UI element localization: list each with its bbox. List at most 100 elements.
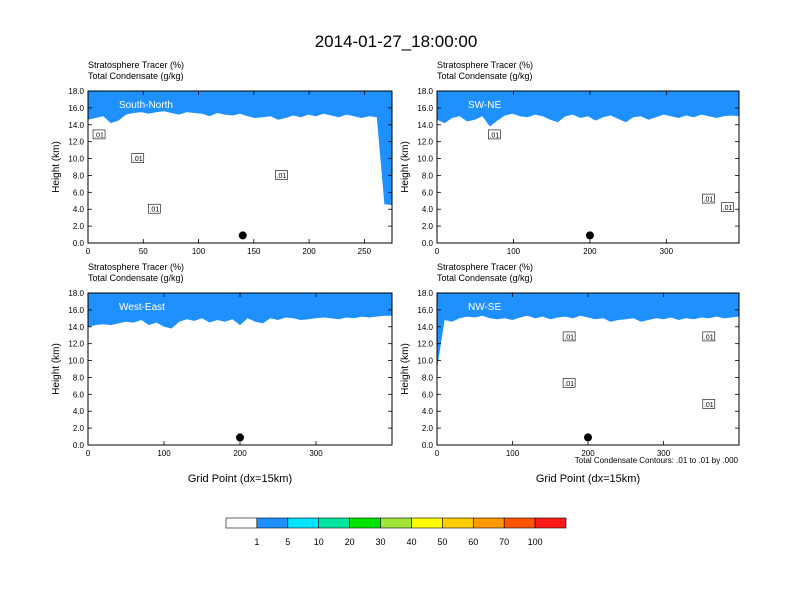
y-tick-label: 0.0 — [73, 239, 85, 248]
y-tick-label: 18.0 — [68, 289, 84, 298]
svg-text:.01: .01 — [277, 173, 287, 180]
chart-panel: Stratosphere Tracer (%)Total Condensate … — [400, 60, 740, 256]
y-tick-label: 16.0 — [417, 104, 433, 113]
y-tick-label: 6.0 — [422, 390, 434, 399]
x-tick-label: 100 — [157, 449, 171, 458]
tracer-band — [437, 91, 739, 127]
plot-frame — [87, 90, 393, 244]
panel-header-line1: Stratosphere Tracer (%) — [437, 262, 533, 272]
x-tick-label: 100 — [507, 247, 521, 256]
colorbar-box — [534, 517, 567, 529]
svg-text:.01: .01 — [704, 197, 714, 204]
y-tick-label: 12.0 — [417, 340, 433, 349]
x-tick-label: 100 — [192, 247, 206, 256]
svg-text:.01: .01 — [94, 132, 104, 139]
colorbar-box — [411, 517, 443, 529]
x-tick-label: 250 — [358, 247, 372, 256]
colorbar-label: 50 — [437, 537, 447, 547]
colorbar-box — [318, 517, 350, 529]
x-tick-label: 200 — [581, 449, 595, 458]
x-tick-label: 100 — [506, 449, 520, 458]
colorbar-label: 30 — [376, 537, 386, 547]
y-tick-label: 12.0 — [68, 340, 84, 349]
svg-text:.01: .01 — [489, 132, 499, 139]
colorbar-label: 60 — [468, 537, 478, 547]
contour-label: .01 — [92, 129, 106, 139]
location-marker — [584, 433, 592, 442]
panel-header-line2: Total Condensate (g/kg) — [437, 71, 533, 81]
x-tick-label: 0 — [435, 449, 440, 458]
colorbar-box — [349, 517, 381, 529]
svg-text:.01: .01 — [564, 334, 574, 341]
y-tick-label: 8.0 — [73, 171, 85, 180]
location-marker — [238, 231, 247, 240]
y-tick-label: 10.0 — [417, 357, 433, 366]
tracer-band — [437, 293, 739, 369]
colorbar-label: 100 — [528, 537, 543, 547]
tracer-field: .01 .01 .01 .01 — [88, 91, 392, 214]
y-tick-label: 0.0 — [422, 239, 434, 248]
y-tick-label: 2.0 — [422, 424, 434, 433]
colorbar-label: 40 — [406, 537, 416, 547]
svg-text:.01: .01 — [723, 205, 733, 212]
figure-title: 2014-01-27_18:00:00 — [314, 32, 478, 51]
chart-panel: Stratosphere Tracer (%)Total Condensate … — [51, 262, 393, 485]
y-tick-label: 18.0 — [417, 289, 433, 298]
contour-label: .01 — [562, 331, 576, 341]
panel-header-line1: Stratosphere Tracer (%) — [88, 262, 184, 272]
svg-text:.01: .01 — [704, 402, 714, 409]
y-tick-label: 16.0 — [417, 306, 433, 315]
y-tick-label: 6.0 — [422, 188, 434, 197]
x-axis-label: Grid Point (dx=15km) — [536, 473, 640, 485]
x-tick-label: 300 — [660, 247, 674, 256]
y-tick-label: 4.0 — [73, 407, 85, 416]
contour-label: .01 — [702, 331, 716, 341]
colorbar-label: 20 — [345, 537, 355, 547]
colorbar-box — [287, 517, 320, 529]
y-tick-label: 18.0 — [68, 87, 84, 96]
x-tick-label: 200 — [233, 449, 247, 458]
x-tick-label: 0 — [435, 247, 440, 256]
y-tick-label: 8.0 — [422, 373, 434, 382]
y-tick-label: 6.0 — [73, 188, 85, 197]
plot-area — [88, 91, 392, 243]
y-tick-label: 14.0 — [417, 323, 433, 332]
chart-panel: Stratosphere Tracer (%)Total Condensate … — [400, 262, 740, 485]
x-tick-label: 0 — [86, 247, 91, 256]
y-tick-label: 16.0 — [68, 104, 84, 113]
contour-label: .01 — [275, 170, 288, 180]
colorbar-box — [503, 517, 536, 529]
y-axis-label: Height (km) — [51, 141, 62, 193]
y-axis-label: Height (km) — [400, 343, 411, 395]
y-tick-label: 0.0 — [73, 441, 85, 450]
y-tick-label: 2.0 — [73, 222, 85, 231]
colorbar-box — [442, 517, 474, 529]
contour-note: Total Condensate Contours: .01 to .01 by… — [575, 456, 739, 465]
colorbar: 1 5 10 20 30 40 50 60 70 100 — [225, 517, 567, 547]
colorbar-label: 70 — [499, 537, 509, 547]
y-tick-label: 10.0 — [68, 155, 84, 164]
contour-label: .01 — [702, 193, 715, 204]
colorbar-box — [256, 517, 289, 529]
y-tick-label: 0.0 — [422, 441, 434, 450]
panel-header-line2: Total Condensate (g/kg) — [88, 71, 184, 81]
panels: Stratosphere Tracer (%)Total Condensate … — [51, 60, 740, 485]
panel-header-line2: Total Condensate (g/kg) — [437, 273, 533, 283]
x-tick-label: 200 — [302, 247, 316, 256]
colorbar-box — [472, 517, 505, 529]
tracer-field: .01 .01 .01 .01 — [437, 293, 739, 409]
svg-text:.01: .01 — [704, 334, 714, 341]
contour-label: .01 — [702, 399, 716, 409]
y-tick-label: 4.0 — [422, 407, 434, 416]
y-tick-label: 2.0 — [422, 222, 434, 231]
svg-text:.01: .01 — [564, 381, 574, 388]
panel-label: West-East — [119, 302, 165, 313]
y-tick-label: 10.0 — [417, 155, 433, 164]
tracer-field — [88, 293, 392, 329]
panel-label: South-North — [119, 100, 173, 111]
y-tick-label: 8.0 — [422, 171, 434, 180]
y-tick-label: 6.0 — [73, 390, 85, 399]
y-tick-label: 14.0 — [68, 121, 84, 130]
x-tick-label: 200 — [583, 247, 597, 256]
y-tick-label: 10.0 — [68, 357, 84, 366]
